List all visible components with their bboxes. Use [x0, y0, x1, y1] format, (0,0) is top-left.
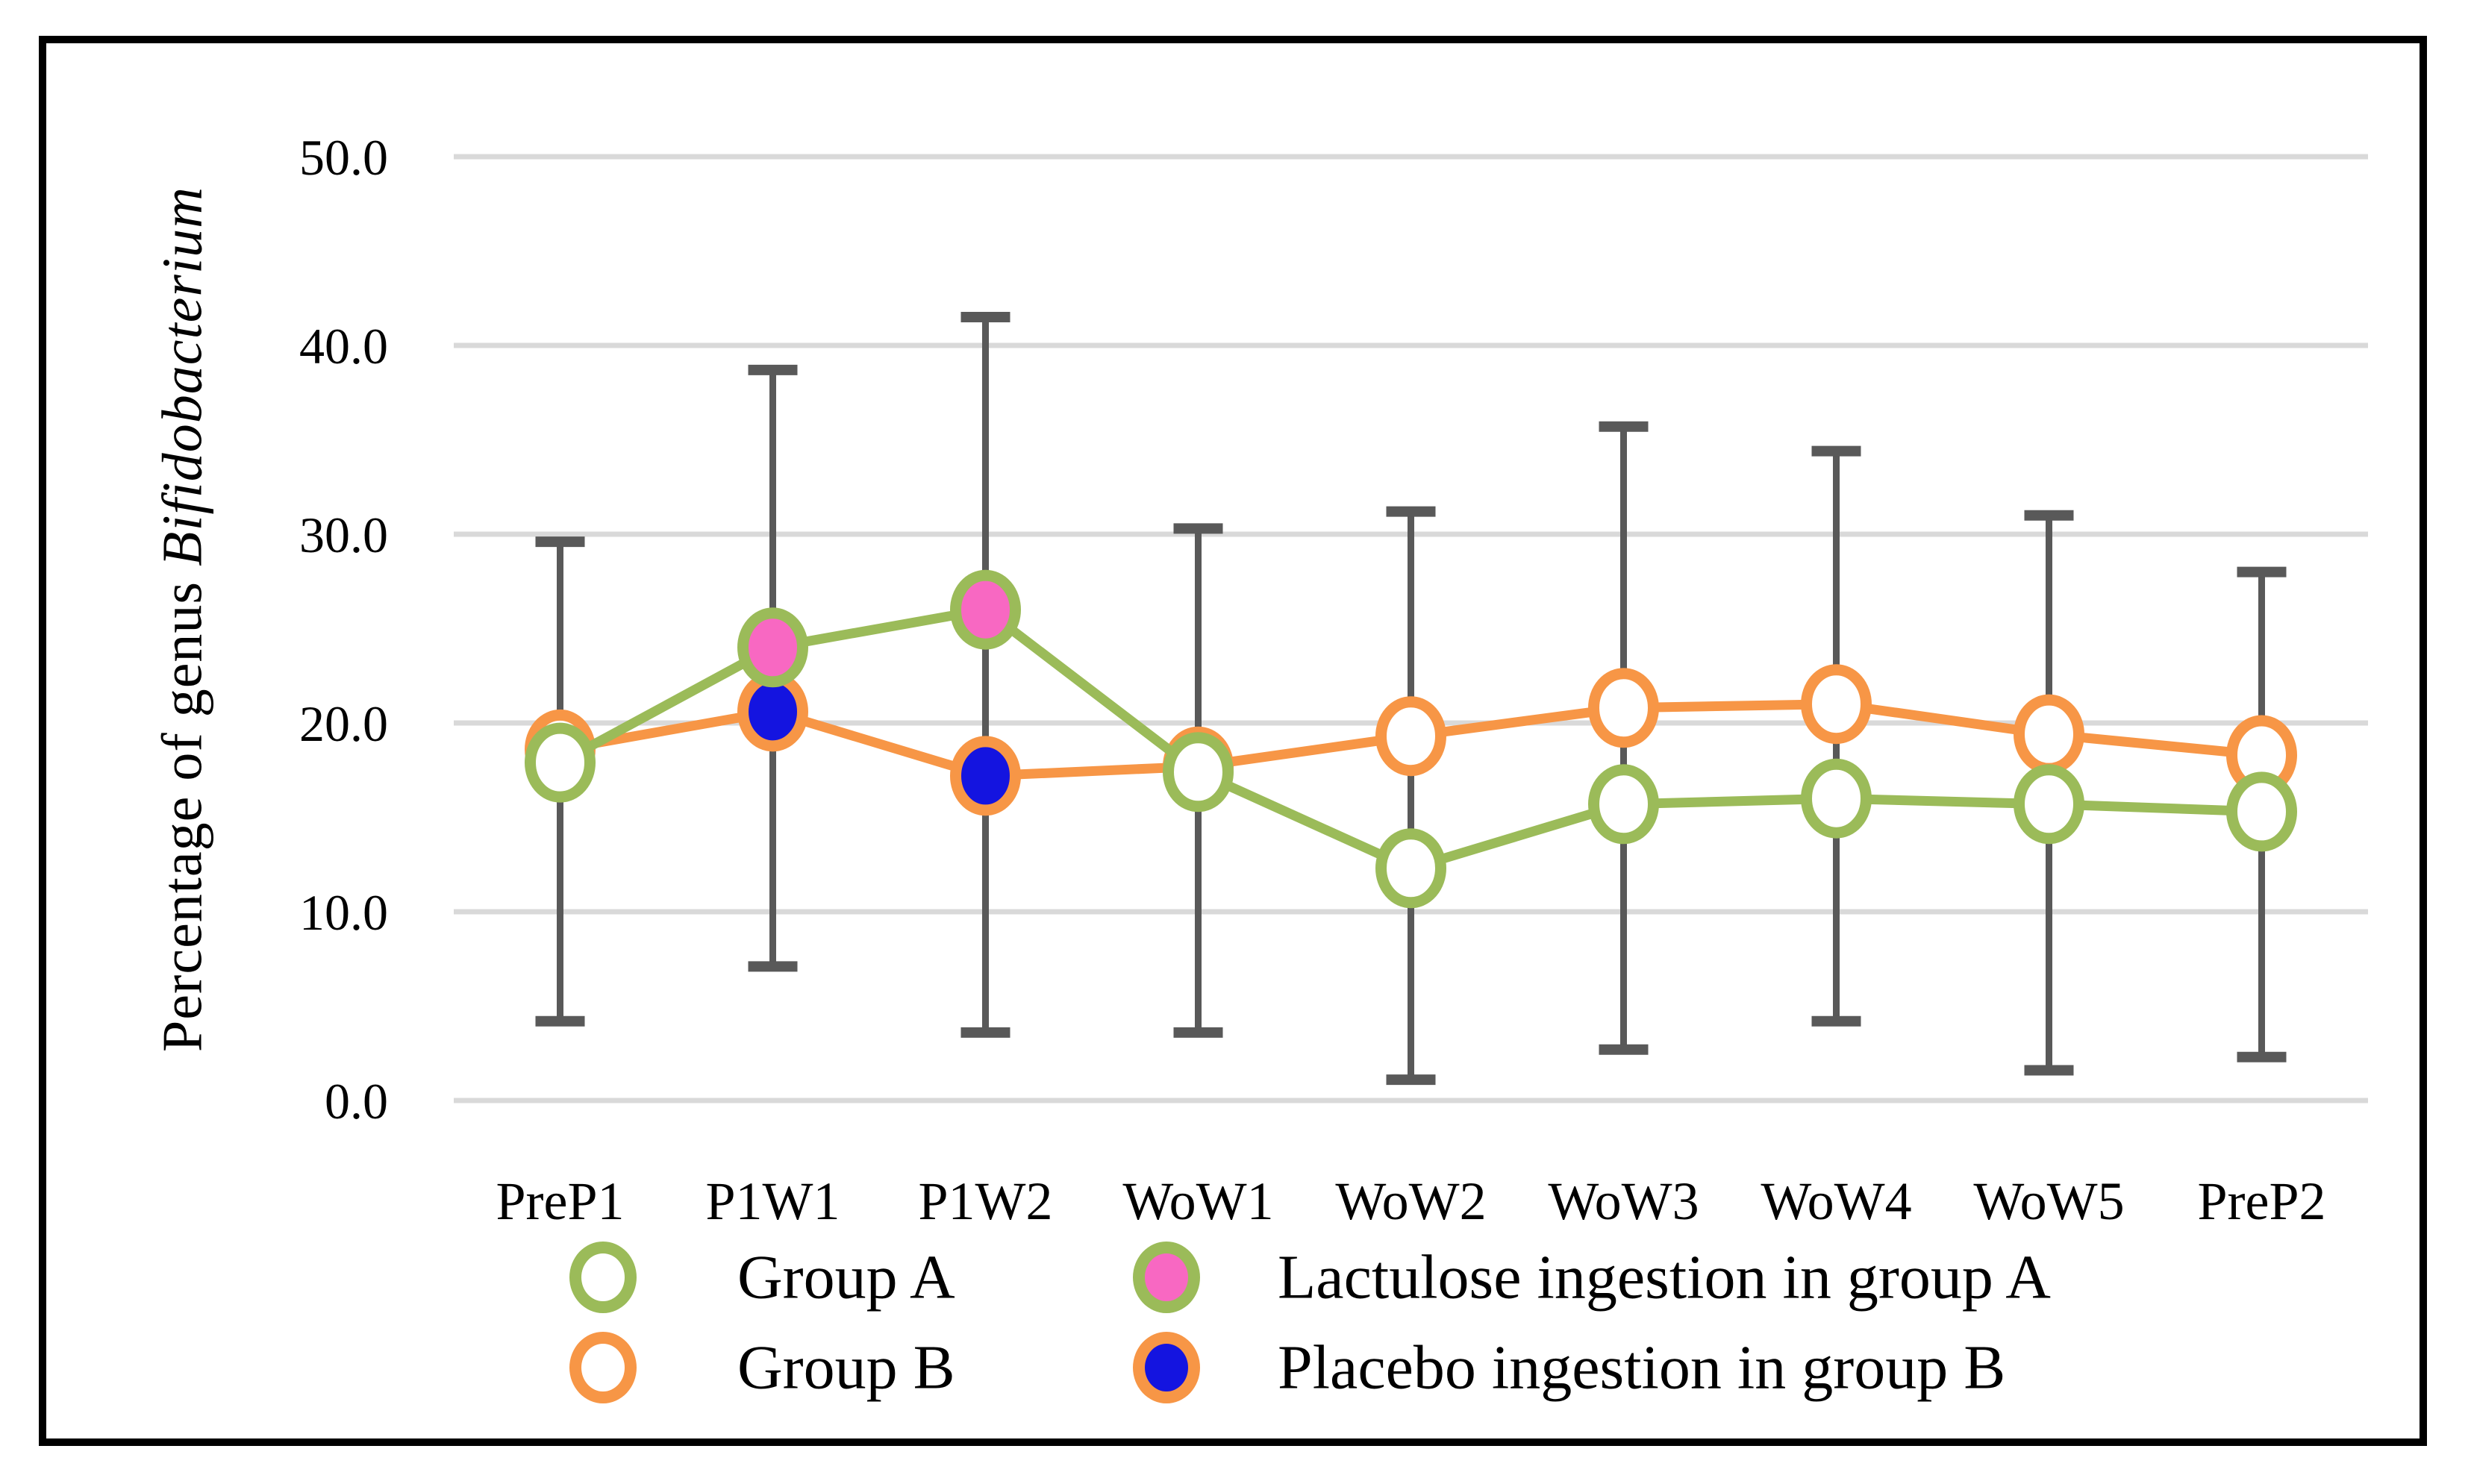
x-category-label: WoW2	[1335, 1171, 1486, 1231]
lactulose-marker	[737, 607, 808, 688]
lactulose-marker	[950, 569, 1021, 650]
placebo-filled-circle-icon	[1133, 1332, 1200, 1403]
x-category-label: WoW4	[1761, 1171, 1911, 1231]
legend-label-lactulose: Lactulose ingestion in group A	[1278, 1242, 2051, 1312]
data-point-marker	[525, 722, 596, 803]
y-tick-label: 10.0	[299, 884, 388, 941]
data-point-marker	[1588, 764, 1659, 845]
x-category-label: WoW1	[1122, 1171, 1273, 1231]
x-category-label: WoW5	[1973, 1171, 2124, 1231]
y-tick-label: 30.0	[299, 507, 388, 563]
legend-label-group-b: Group B	[737, 1333, 955, 1403]
y-tick-label: 0.0	[325, 1073, 388, 1130]
data-point-marker	[1801, 664, 1872, 745]
group-b-open-circle-icon	[569, 1332, 637, 1403]
y-tick-label: 50.0	[299, 129, 388, 186]
x-category-label: P1W1	[706, 1171, 840, 1231]
y-axis-title-genus: Bifidobacterium	[151, 187, 214, 566]
x-category-label: P1W2	[919, 1171, 1053, 1231]
x-category-label: PreP1	[496, 1171, 624, 1231]
x-category-label: WoW3	[1548, 1171, 1699, 1231]
y-axis-title-text: Percentage of genus	[151, 566, 214, 1052]
lactulose-filled-circle-icon	[1133, 1242, 1200, 1313]
data-point-marker	[1375, 696, 1446, 777]
y-axis-title: Percentage of genus Bifidobacterium	[151, 187, 216, 1052]
y-tick-label: 40.0	[299, 318, 388, 375]
legend-label-placebo: Placebo ingestion in group B	[1278, 1333, 2006, 1403]
data-point-marker	[1375, 828, 1446, 909]
x-category-label: PreP2	[2197, 1171, 2325, 1231]
data-point-marker	[1588, 668, 1659, 748]
placebo-marker	[950, 736, 1021, 816]
data-point-marker	[1163, 732, 1234, 813]
data-point-marker	[2226, 771, 2297, 852]
data-point-marker	[1801, 758, 1872, 839]
figure-border	[39, 36, 2427, 1446]
y-tick-label: 20.0	[299, 695, 388, 752]
legend-label-group-a: Group A	[737, 1242, 955, 1312]
group-a-open-circle-icon	[569, 1242, 637, 1313]
data-point-marker	[2014, 764, 2084, 845]
